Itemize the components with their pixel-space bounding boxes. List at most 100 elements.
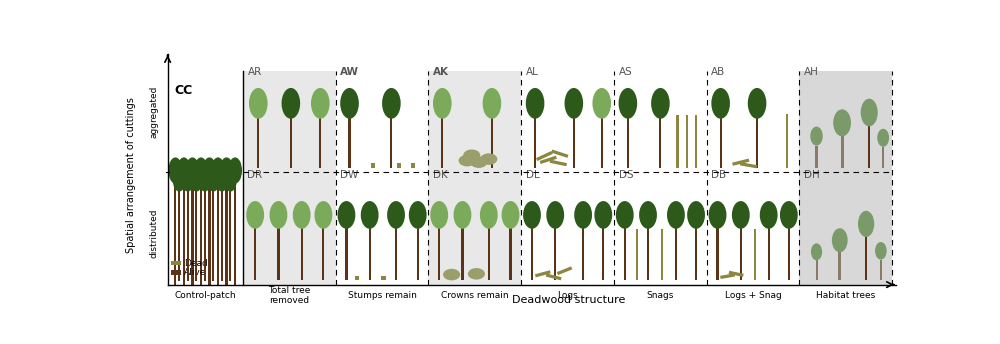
Text: Snags: Snags — [647, 291, 674, 300]
Bar — [601, 112, 603, 168]
Ellipse shape — [480, 153, 497, 165]
Text: Habitat trees: Habitat trees — [816, 291, 875, 300]
Bar — [200, 178, 202, 284]
Ellipse shape — [861, 99, 878, 126]
Ellipse shape — [526, 88, 544, 119]
Bar — [729, 271, 744, 277]
Bar — [720, 112, 722, 168]
Ellipse shape — [470, 157, 487, 168]
Text: DW: DW — [340, 170, 358, 180]
Bar — [799, 71, 892, 284]
Bar — [546, 273, 562, 280]
Ellipse shape — [220, 158, 234, 184]
Ellipse shape — [443, 269, 460, 280]
Bar — [756, 112, 758, 168]
Bar — [720, 273, 735, 279]
Bar — [319, 112, 321, 168]
Text: aggregated: aggregated — [150, 86, 159, 138]
Bar — [395, 223, 397, 280]
Bar — [675, 223, 677, 280]
Bar — [536, 151, 553, 161]
Bar — [815, 146, 818, 168]
Text: CC: CC — [175, 84, 193, 97]
Bar — [221, 187, 223, 281]
Bar — [732, 159, 749, 166]
Ellipse shape — [433, 88, 452, 119]
Bar — [816, 260, 818, 280]
Bar — [865, 232, 867, 280]
Ellipse shape — [282, 88, 300, 119]
Bar — [461, 223, 464, 280]
Text: AW: AW — [340, 67, 359, 77]
Bar — [417, 223, 419, 280]
Bar — [659, 112, 661, 168]
Text: Deadwood structure: Deadwood structure — [512, 295, 625, 305]
Text: DB: DB — [711, 170, 726, 180]
Ellipse shape — [211, 158, 225, 184]
Bar — [171, 270, 181, 275]
Bar — [355, 276, 359, 280]
Text: Control-patch: Control-patch — [175, 291, 236, 300]
Ellipse shape — [709, 201, 726, 229]
Ellipse shape — [732, 201, 750, 229]
Ellipse shape — [194, 158, 208, 184]
Text: Total tree
removed: Total tree removed — [268, 286, 310, 305]
Ellipse shape — [270, 201, 287, 229]
Bar — [647, 223, 649, 280]
Bar — [661, 229, 663, 280]
Text: AL: AL — [526, 67, 539, 77]
Bar — [531, 223, 533, 280]
Text: distributed: distributed — [150, 208, 159, 258]
Bar — [695, 223, 697, 280]
Bar — [627, 112, 629, 168]
Bar — [740, 223, 742, 280]
Ellipse shape — [667, 201, 685, 229]
Bar — [257, 112, 259, 168]
Text: Stumps remain: Stumps remain — [348, 291, 416, 300]
Bar — [716, 223, 719, 280]
Text: AK: AK — [433, 67, 449, 77]
Ellipse shape — [546, 201, 564, 229]
Ellipse shape — [858, 211, 874, 237]
Ellipse shape — [361, 201, 379, 229]
Bar — [624, 223, 626, 280]
Bar — [243, 71, 336, 284]
Bar — [217, 178, 219, 284]
Ellipse shape — [780, 201, 798, 229]
Text: AH: AH — [804, 67, 819, 77]
Bar — [397, 163, 401, 168]
Ellipse shape — [877, 129, 889, 147]
Bar — [254, 223, 256, 280]
Ellipse shape — [639, 201, 657, 229]
Ellipse shape — [483, 88, 501, 119]
Bar — [636, 229, 638, 280]
Ellipse shape — [810, 127, 823, 146]
Text: Logs + Snag: Logs + Snag — [725, 291, 781, 300]
Text: AS: AS — [619, 67, 632, 77]
Ellipse shape — [198, 168, 211, 192]
Bar — [277, 223, 280, 280]
Bar — [191, 178, 194, 284]
Bar — [381, 276, 386, 280]
Text: Spatial arrangement of cuttings: Spatial arrangement of cuttings — [126, 97, 136, 253]
Ellipse shape — [619, 88, 637, 119]
Bar — [183, 178, 185, 284]
Ellipse shape — [203, 158, 216, 184]
Bar — [208, 178, 211, 284]
Ellipse shape — [173, 168, 186, 192]
Bar — [550, 160, 567, 166]
Ellipse shape — [207, 168, 220, 192]
Bar — [540, 156, 557, 164]
Ellipse shape — [574, 201, 592, 229]
Ellipse shape — [811, 243, 822, 260]
Ellipse shape — [594, 201, 612, 229]
Ellipse shape — [748, 88, 766, 119]
Bar — [768, 223, 770, 280]
Text: DL: DL — [526, 170, 540, 180]
Text: DS: DS — [619, 170, 633, 180]
Bar — [838, 252, 841, 280]
Ellipse shape — [592, 88, 611, 119]
Bar — [786, 114, 788, 168]
Ellipse shape — [463, 149, 480, 161]
Bar — [195, 187, 197, 281]
